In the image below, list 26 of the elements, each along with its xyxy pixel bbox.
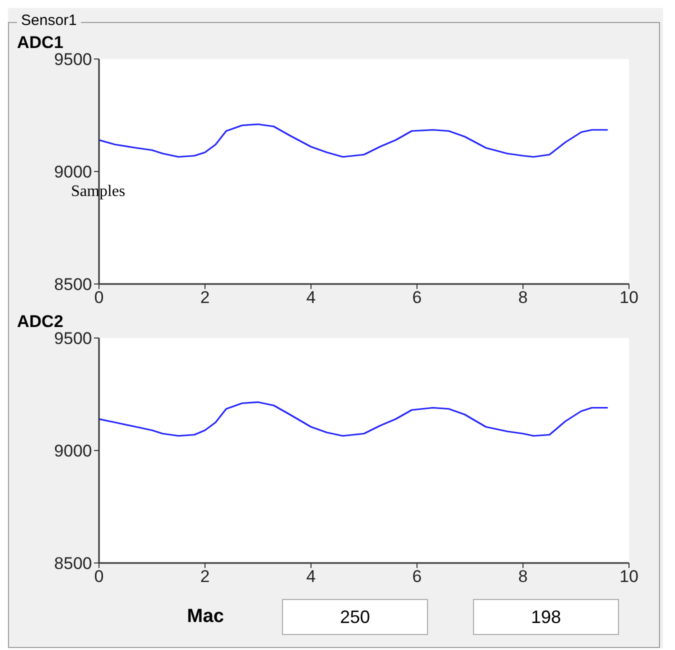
x-tick-label: 6 bbox=[412, 288, 422, 308]
x-tick-label: 0 bbox=[94, 288, 104, 308]
y-tick-label: 9500 bbox=[54, 329, 92, 348]
y-tick-label: 8500 bbox=[54, 275, 92, 294]
x-tick-label: 2 bbox=[200, 567, 210, 586]
line-series bbox=[99, 401, 609, 437]
x-tick-label: 8 bbox=[518, 567, 528, 586]
text: 250 bbox=[282, 599, 428, 635]
x-tick-label: 4 bbox=[306, 567, 316, 586]
x-tick-label: 10 bbox=[620, 567, 638, 586]
y-tick-label: 9500 bbox=[54, 50, 92, 70]
x-tick-label: 8 bbox=[518, 288, 528, 308]
y-tick-label: 9000 bbox=[54, 442, 92, 461]
text: 198 bbox=[473, 599, 619, 635]
x-tick-label: 10 bbox=[620, 288, 638, 308]
y-tick-label: 9000 bbox=[54, 162, 92, 182]
text: Sensor1 bbox=[17, 12, 81, 29]
text: Mac bbox=[186, 606, 224, 628]
x-tick-label: 0 bbox=[94, 567, 104, 586]
x-tick-label: 2 bbox=[200, 288, 210, 308]
chart-title: ADC1 bbox=[17, 33, 64, 53]
y-tick-label: 8500 bbox=[54, 554, 92, 574]
x-tick-label: 6 bbox=[412, 567, 422, 586]
x-tick-label: 4 bbox=[306, 288, 316, 308]
chart-title: ADC2 bbox=[17, 312, 64, 332]
line-series bbox=[99, 123, 609, 158]
